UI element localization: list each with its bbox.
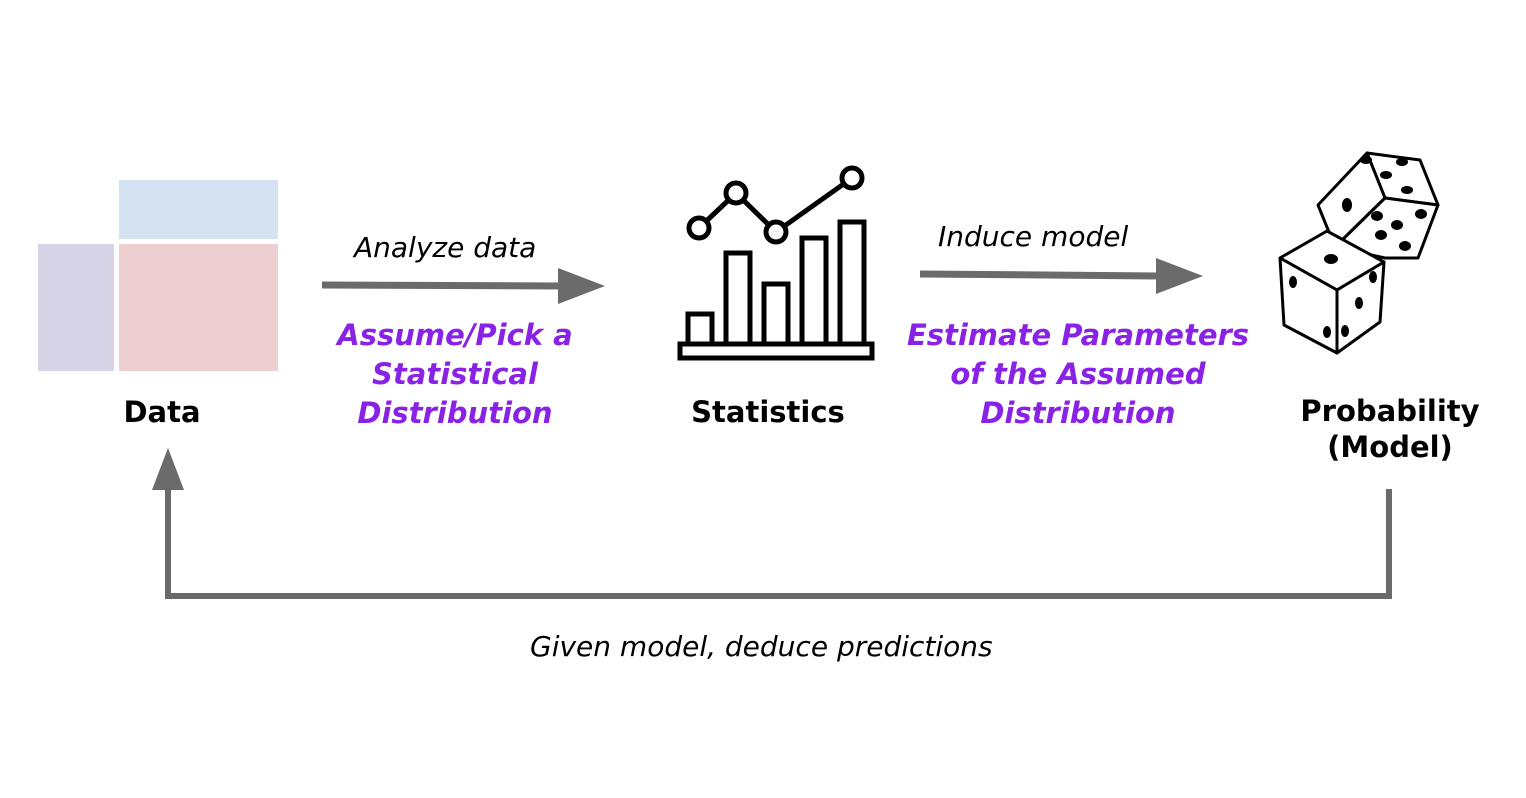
- data-block-main: [119, 244, 278, 371]
- data-block-top: [119, 180, 278, 239]
- probability-label-line-1: Probability: [1300, 394, 1480, 428]
- arrow-analyze: [321, 268, 605, 304]
- induce-sub-line-3: Distribution: [980, 396, 1176, 430]
- statistics-node-label: Statistics: [691, 395, 845, 429]
- chart-icon: [677, 165, 875, 361]
- deduce-edge-label: Given model, deduce predictions: [530, 630, 993, 663]
- arrow-induce: [919, 258, 1203, 294]
- induce-edge-sublabel: Estimate Parameters of the Assumed Distr…: [898, 316, 1258, 433]
- die-back: [1316, 151, 1440, 260]
- probability-label-line-2: (Model): [1327, 430, 1453, 464]
- data-table-icon: [38, 180, 278, 371]
- die-front: [1278, 229, 1386, 355]
- induce-sub-line-2: of the Assumed: [950, 357, 1206, 391]
- induce-edge-label: Induce model: [938, 220, 1129, 253]
- data-node-label: Data: [123, 395, 201, 429]
- dice-icon: [1278, 151, 1440, 355]
- analyze-sub-line-1: Assume/Pick a: [337, 318, 573, 352]
- analyze-edge-sublabel: Assume/Pick a Statistical Distribution: [310, 316, 600, 433]
- probability-node-label: Probability (Model): [1280, 393, 1500, 465]
- analyze-sub-line-3: Distribution: [357, 396, 553, 430]
- data-block-left: [38, 244, 114, 371]
- induce-sub-line-1: Estimate Parameters: [906, 318, 1250, 352]
- arrow-deduce: [152, 448, 1392, 599]
- analyze-edge-label: Analyze data: [354, 231, 537, 264]
- analyze-sub-line-2: Statistical: [372, 357, 538, 391]
